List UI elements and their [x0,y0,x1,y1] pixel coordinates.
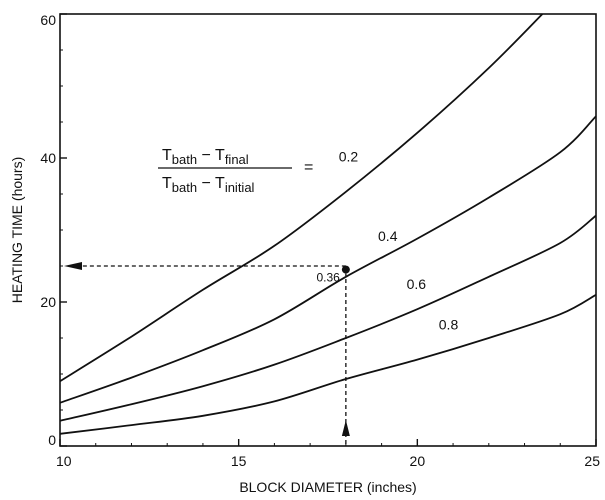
curve-0-2 [59,13,544,382]
formula-denominator: Tbath − Tinitial [162,175,255,195]
x-axis-label: BLOCK DIAMETER (inches) [239,479,416,495]
curves [59,13,597,435]
curve-0-4 [59,115,597,404]
y-axis-label: HEATING TIME (hours) [9,157,25,304]
x-tick-label: 10 [56,453,72,469]
left-arrowhead [64,262,82,270]
x-axis-ticks: 10 15 20 25 [56,439,600,469]
x-tick-label: 25 [584,453,600,469]
up-arrowhead [341,420,350,436]
y-axis-ticks: 0 20 40 60 [40,12,67,448]
curve-label: 0.6 [407,276,427,292]
formula-numerator: Tbath − Tfinal [162,147,249,167]
curve-label: 0.2 [339,149,359,165]
formula: Tbath − Tfinal Tbath − Tinitial = [158,147,313,195]
x-tick-label: 20 [410,453,426,469]
x-tick-label: 15 [231,453,247,469]
annotation-label: 0.36 [317,271,341,285]
curve-0-8 [59,294,597,435]
y-tick-label: 60 [40,12,56,28]
curve-labels: 0.2 0.4 0.6 0.8 [339,149,459,333]
annotation: 0.36 [64,262,350,444]
curve-label: 0.8 [439,316,459,332]
plot-frame [59,13,597,447]
y-tick-label: 40 [40,150,56,166]
curve-0-6 [59,214,597,422]
y-tick-label: 0 [48,432,56,448]
annotation-point [341,265,350,274]
y-tick-label: 20 [40,294,56,310]
curve-label: 0.4 [378,228,398,244]
formula-equals: = [304,159,313,176]
